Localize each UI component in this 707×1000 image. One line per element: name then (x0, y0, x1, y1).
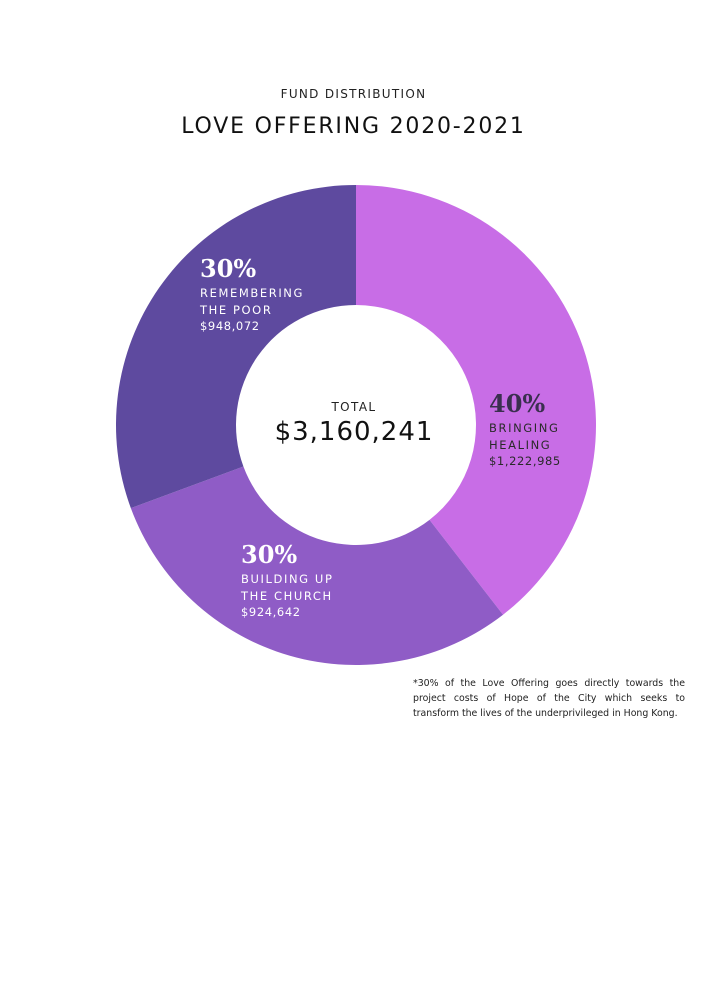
slice-name-line1: BRINGING (489, 421, 560, 435)
slice-label-bringing-healing: 40% BRINGING HEALING $1,222,985 (489, 392, 561, 470)
slice-percent: 30% (200, 254, 257, 283)
donut-slice-1 (130, 466, 504, 666)
slice-amount: $948,072 (200, 319, 260, 333)
slice-name-line2: THE POOR (200, 302, 273, 317)
slice-name-line1: BUILDING UP (241, 572, 334, 586)
slice-percent: 40% (489, 389, 546, 418)
donut-slice-2 (115, 185, 356, 509)
total-label: TOTAL (331, 400, 377, 414)
total-value: $3,160,241 (274, 417, 434, 447)
slice-amount: $1,222,985 (489, 454, 561, 468)
donut-slices (115, 185, 597, 666)
slice-label-remembering-the-poor: 30% REMEMBERING THE POOR $948,072 (200, 257, 304, 335)
slice-amount: $924,642 (241, 605, 301, 619)
slice-name-line1: REMEMBERING (200, 286, 305, 300)
slice-name-line2: THE CHURCH (241, 588, 333, 603)
chart-subtitle: FUND DISTRIBUTION (280, 87, 427, 101)
slice-label-building-up-the-church: 30% BUILDING UP THE CHURCH $924,642 (241, 543, 333, 621)
footnote: *30% of the Love Offering goes directly … (413, 678, 685, 719)
chart-title: LOVE OFFERING 2020-2021 (181, 114, 526, 139)
slice-name-line2: HEALING (489, 437, 552, 452)
slice-percent: 30% (241, 540, 298, 569)
donut-slice-0 (356, 185, 597, 615)
